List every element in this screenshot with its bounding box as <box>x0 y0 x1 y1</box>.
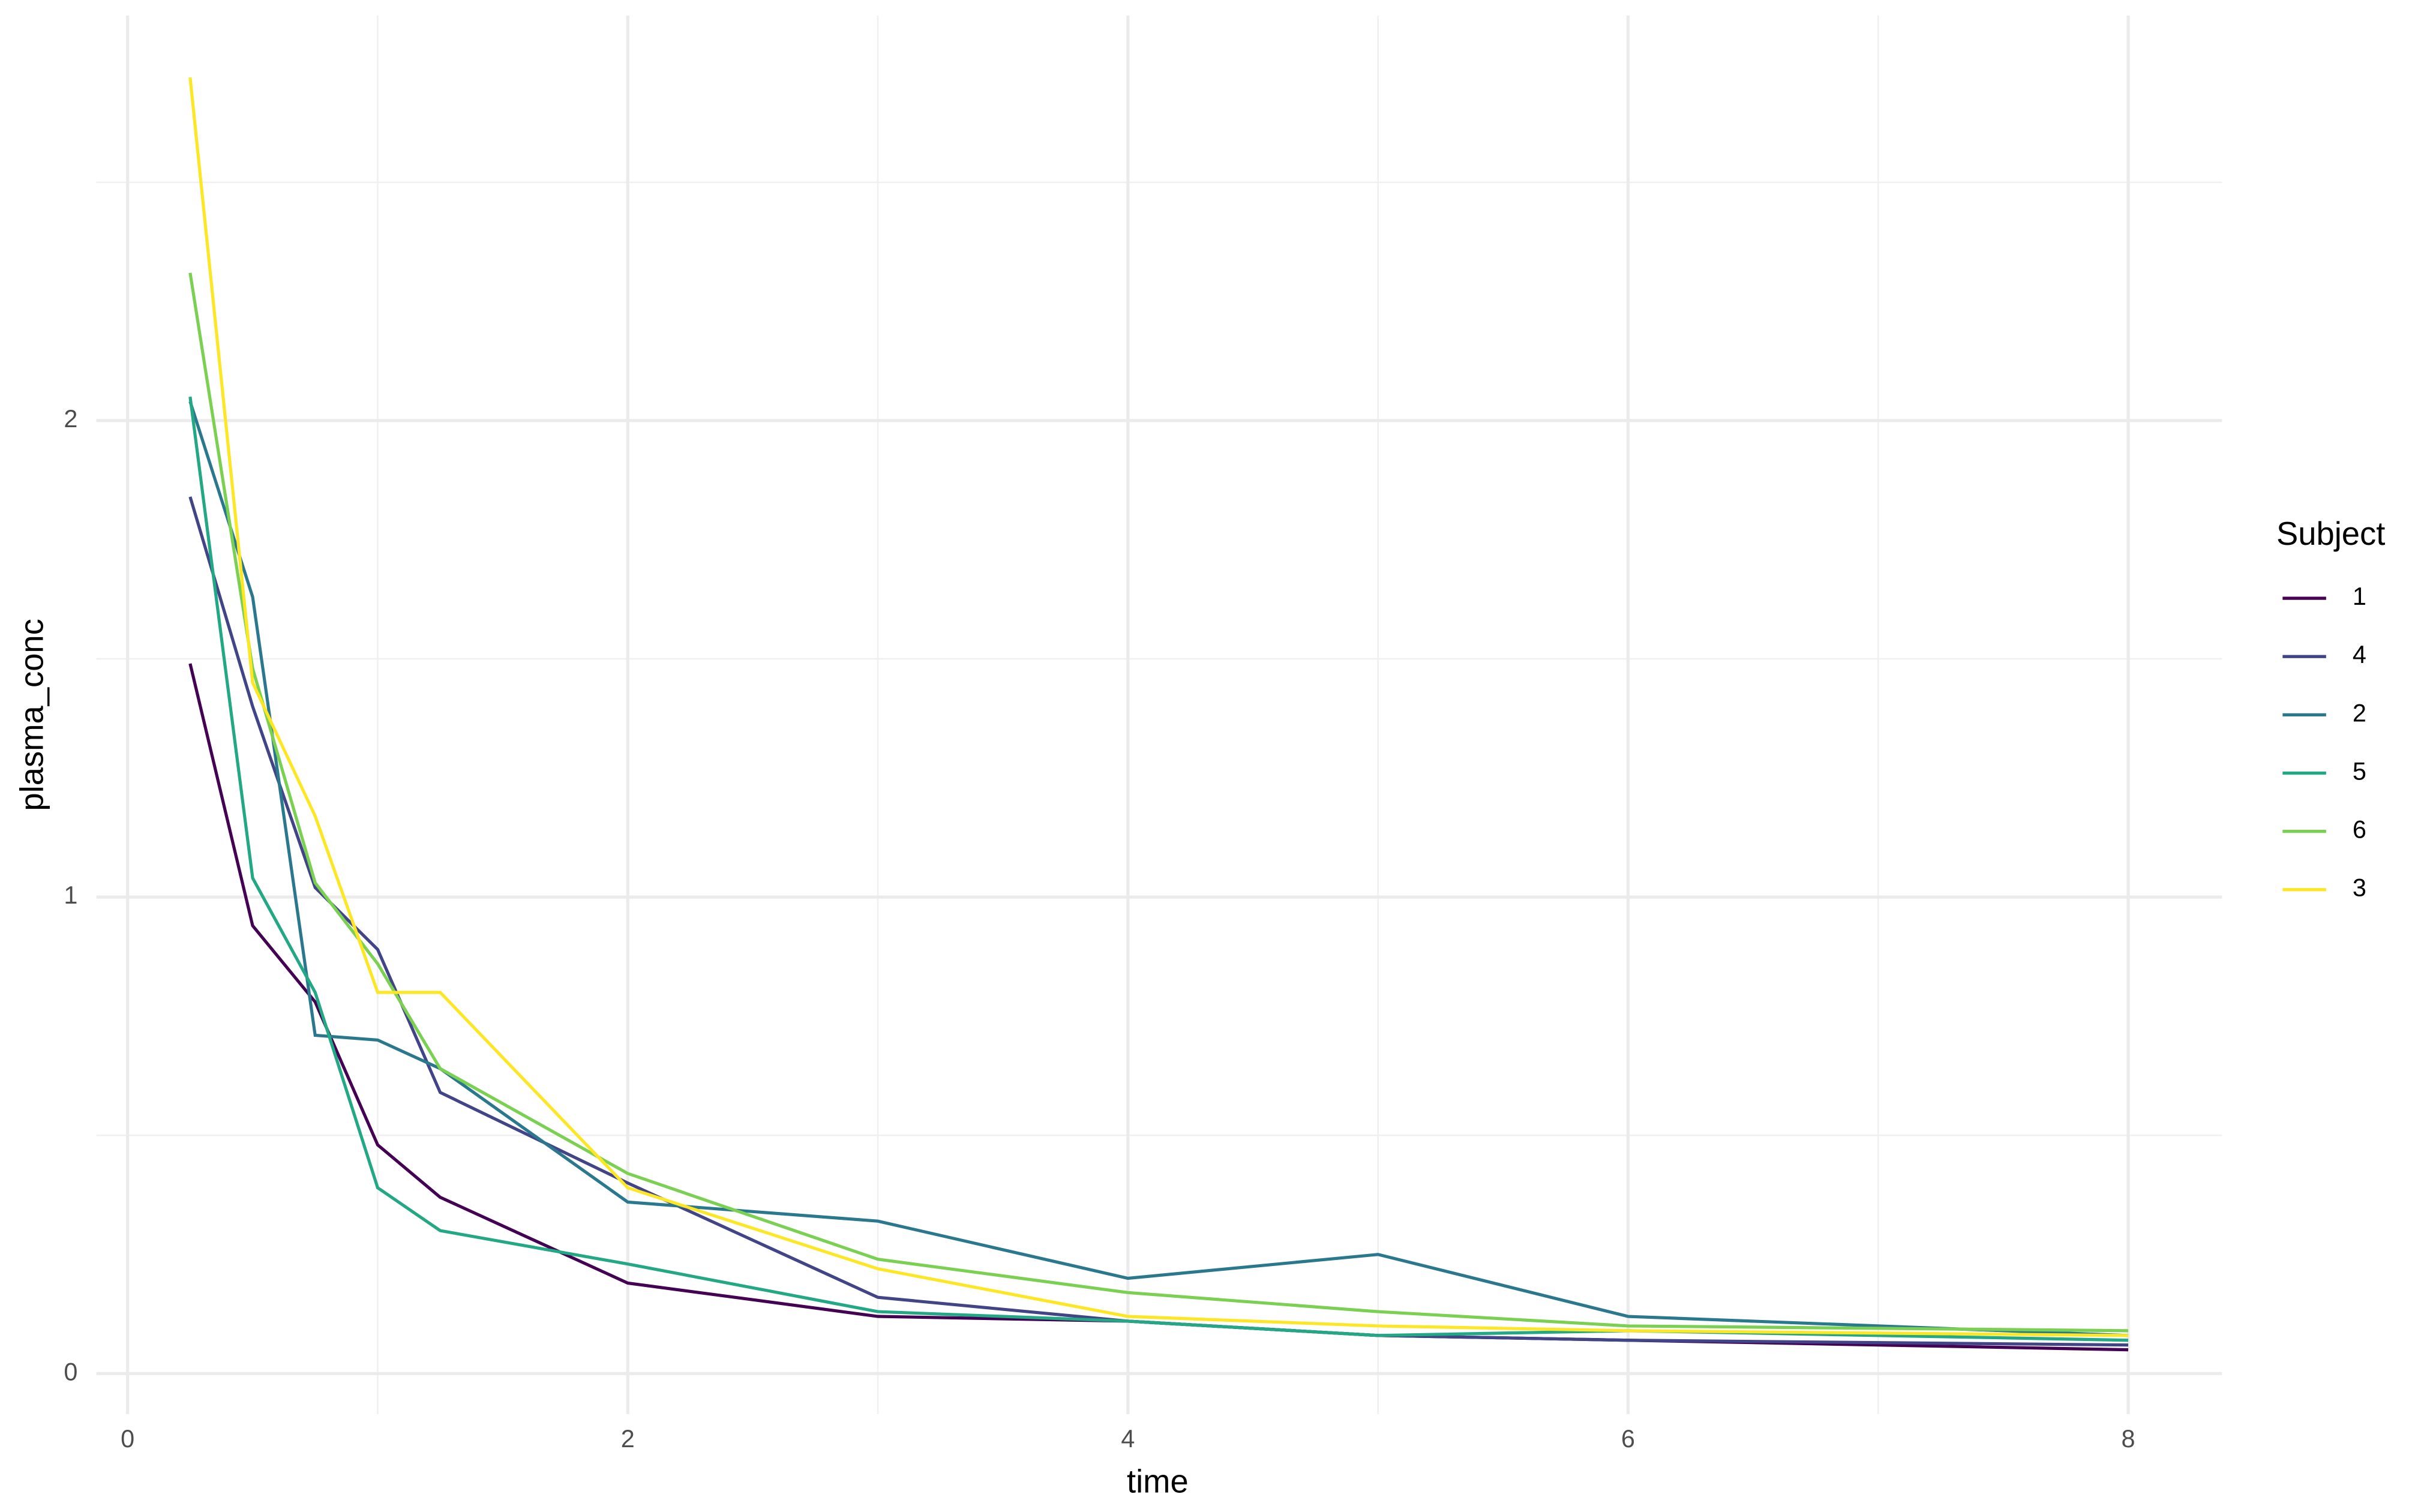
series-line <box>188 77 2129 1337</box>
y-axis-label: plasma_conc <box>13 619 50 811</box>
y-tick-label: 1 <box>64 881 77 909</box>
series-line <box>188 396 2129 1342</box>
x-tick-label: 2 <box>621 1424 635 1453</box>
series-line <box>188 496 2129 1347</box>
x-tick-label: 0 <box>121 1424 134 1453</box>
legend-label: 1 <box>2353 582 2366 610</box>
x-tick-label: 8 <box>2122 1424 2135 1453</box>
x-tick-label: 6 <box>1621 1424 1635 1453</box>
legend-label: 6 <box>2353 815 2366 844</box>
legend-label: 3 <box>2353 874 2366 902</box>
legend-label: 2 <box>2353 698 2366 727</box>
legend-label: 5 <box>2353 757 2366 785</box>
series-line <box>188 272 2129 1333</box>
y-tick-label: 0 <box>64 1357 77 1385</box>
legend-label: 4 <box>2353 640 2366 668</box>
series-line <box>188 401 2129 1337</box>
y-tick-label: 2 <box>64 404 77 433</box>
x-tick-label: 4 <box>1121 1424 1135 1453</box>
legend-title: Subject <box>2276 515 2385 552</box>
x-axis-label: time <box>1127 1463 1189 1500</box>
series-line <box>188 663 2129 1352</box>
